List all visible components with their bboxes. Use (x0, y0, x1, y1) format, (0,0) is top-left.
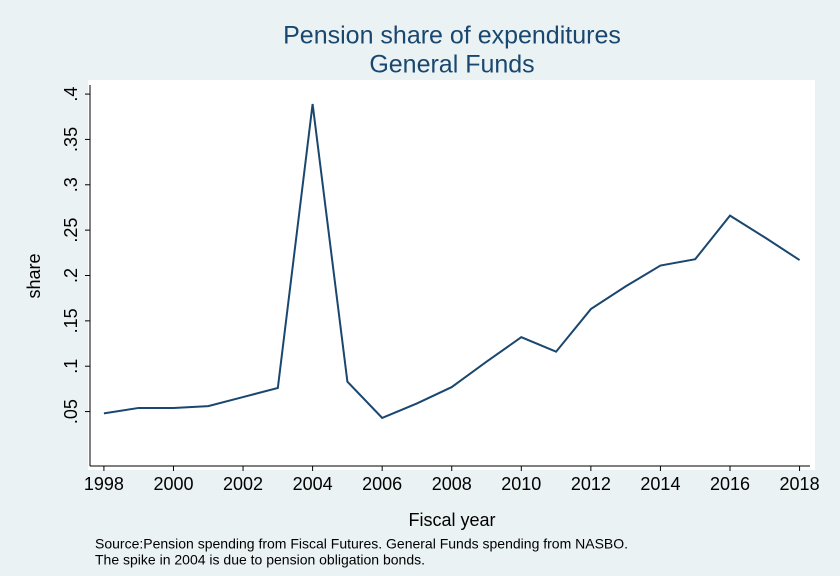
y-axis-label: share (24, 253, 44, 298)
x-tick-label: 2010 (501, 474, 541, 494)
y-tick-label: .2 (61, 268, 81, 283)
chart-subtitle: General Funds (369, 51, 534, 79)
note: The spike in 2004 is due to pension obli… (95, 552, 425, 568)
x-tick-label: 2004 (293, 474, 333, 494)
y-tick-label: .35 (61, 127, 81, 152)
y-tick-label: .05 (61, 399, 81, 424)
x-axis-label: Fiscal year (408, 510, 495, 530)
plot-area (88, 80, 815, 470)
chart-title: Pension share of expenditures (283, 22, 621, 50)
x-tick-label: 2012 (571, 474, 611, 494)
x-tick-label: 2008 (432, 474, 472, 494)
y-tick-label: .15 (61, 308, 81, 333)
x-tick-label: 2014 (640, 474, 680, 494)
x-tick-label: 2016 (710, 474, 750, 494)
note: Source:Pension spending from Fiscal Futu… (95, 536, 628, 552)
x-tick-label: 2000 (153, 474, 193, 494)
y-tick-label: .3 (61, 177, 81, 192)
data-line (103, 103, 801, 420)
x-tick-label: 2002 (223, 474, 263, 494)
y-tick-label: .4 (61, 87, 81, 102)
x-tick-label: 2006 (362, 474, 402, 494)
x-tick-label: 1998 (84, 474, 124, 494)
y-tick-label: .1 (61, 359, 81, 374)
y-tick-label: .25 (61, 218, 81, 243)
x-tick-label: 2018 (780, 474, 820, 494)
